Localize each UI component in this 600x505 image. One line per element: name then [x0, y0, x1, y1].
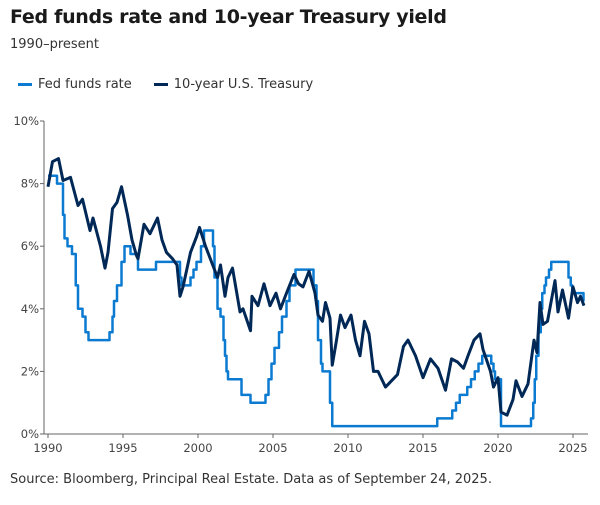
- x-tick-label: 2005: [258, 441, 287, 455]
- x-tick-label: 2025: [558, 441, 587, 455]
- chart-title: Fed funds rate and 10-year Treasury yiel…: [10, 6, 447, 28]
- x-tick-label: 2020: [483, 441, 512, 455]
- y-tick-label: 8%: [21, 177, 39, 191]
- legend-item-treasury: 10-year U.S. Treasury: [153, 77, 314, 92]
- x-tick-label: 1995: [108, 441, 137, 455]
- y-tick-label: 6%: [21, 239, 39, 253]
- chart-subtitle: 1990–present: [10, 37, 100, 52]
- legend-swatch-fed-funds: [18, 83, 32, 86]
- x-tick-label: 1990: [33, 441, 62, 455]
- legend-label-treasury: 10-year U.S. Treasury: [173, 77, 314, 92]
- legend: Fed funds rate 10-year U.S. Treasury: [18, 77, 313, 92]
- y-tick-label: 0%: [21, 427, 39, 441]
- series-line-treasury: [46, 157, 586, 417]
- x-tick-label: 2000: [183, 441, 212, 455]
- source-note: Source: Bloomberg, Principal Real Estate…: [10, 472, 492, 487]
- legend-item-fed-funds: Fed funds rate: [18, 77, 132, 92]
- x-tick-label: 2015: [408, 441, 437, 455]
- series-line-fed-funds: [48, 174, 585, 428]
- legend-swatch-treasury: [153, 83, 168, 86]
- y-tick-label: 2%: [21, 364, 39, 378]
- y-tick-label: 4%: [21, 302, 39, 316]
- x-tick-label: 2010: [333, 441, 362, 455]
- y-tick-label: 10%: [13, 114, 39, 128]
- legend-label-fed-funds: Fed funds rate: [38, 77, 132, 92]
